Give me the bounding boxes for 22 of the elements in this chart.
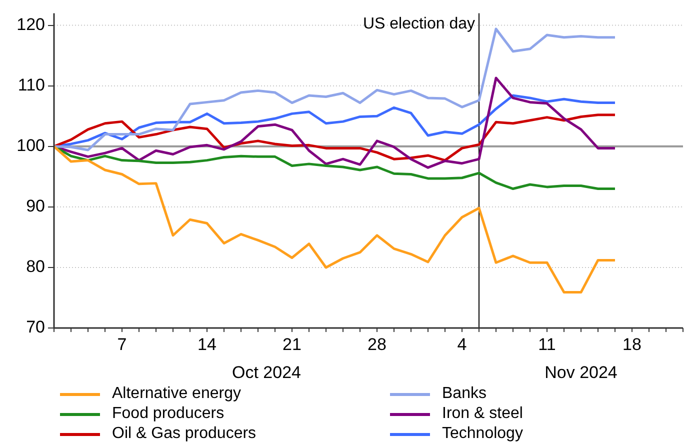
x-tick-label: 28: [368, 334, 386, 354]
x-tick-label: 4: [457, 334, 467, 354]
legend-label: Food producers: [112, 404, 224, 424]
y-tick-label: 70: [26, 318, 45, 337]
legend-label: Oil & Gas producers: [112, 424, 256, 444]
x-tick-label: 21: [282, 334, 302, 354]
x-tick-label: 11: [538, 334, 556, 354]
y-tick-label: 90: [26, 196, 45, 216]
x-tick-label: 18: [622, 334, 642, 354]
y-tick-label: 100: [16, 136, 45, 156]
annotation: US election day: [362, 16, 475, 33]
y-tick-label: 80: [26, 257, 45, 276]
text: Oct 2024: [232, 363, 301, 382]
text: Nov 2024: [544, 363, 618, 382]
legend-label: Iron & steel: [442, 404, 523, 424]
x-tick-label: 14: [198, 334, 216, 354]
y-tick-label: 120: [16, 14, 45, 34]
legend-label: Alternative energy: [112, 384, 241, 404]
legend-label: Technology: [442, 424, 523, 444]
x-tick-label: 7: [117, 334, 127, 354]
y-tick-label: 110: [18, 76, 45, 95]
legend-label: Banks: [442, 384, 486, 404]
